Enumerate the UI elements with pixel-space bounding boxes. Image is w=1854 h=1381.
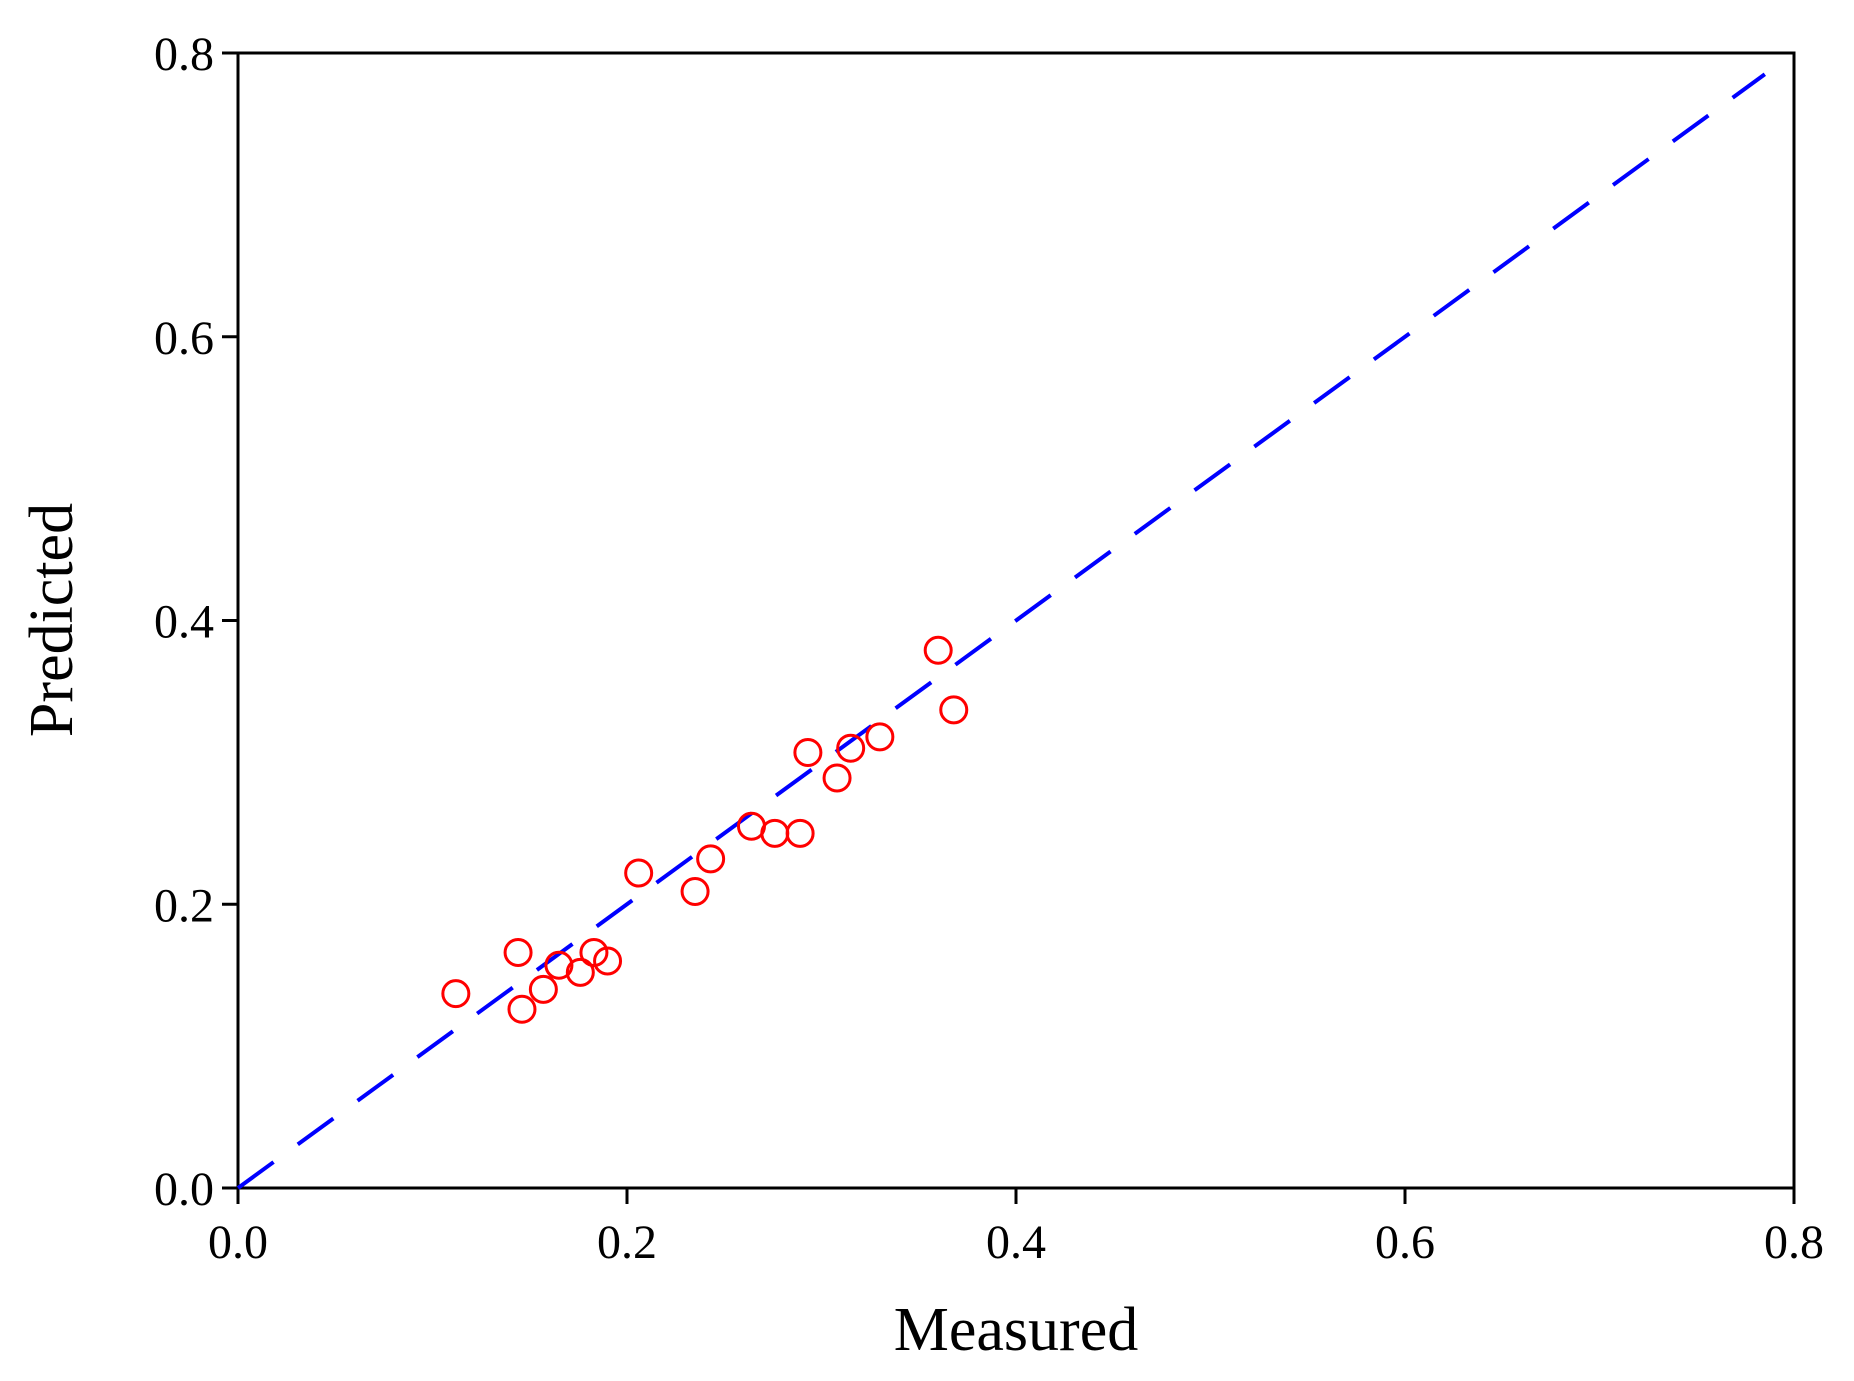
x-tick-label: 0.0 bbox=[208, 1216, 268, 1269]
x-tick-label: 0.8 bbox=[1764, 1216, 1824, 1269]
data-point bbox=[441, 979, 471, 1009]
data-point bbox=[593, 946, 623, 976]
y-axis-label: Predicted bbox=[18, 503, 86, 737]
y-tick-label: 0.6 bbox=[154, 312, 214, 365]
data-point bbox=[923, 635, 953, 665]
y-tick-label: 0.2 bbox=[154, 879, 214, 932]
data-point bbox=[503, 937, 533, 967]
data-point bbox=[528, 974, 558, 1004]
reference-line bbox=[236, 72, 1767, 1190]
data-point bbox=[680, 876, 710, 906]
data-point bbox=[544, 950, 574, 980]
x-tick-label: 0.6 bbox=[1375, 1216, 1435, 1269]
x-tick-label: 0.2 bbox=[597, 1216, 657, 1269]
data-point bbox=[822, 763, 852, 793]
data-point bbox=[865, 722, 895, 752]
y-tick-label: 0.8 bbox=[154, 28, 214, 81]
data-point bbox=[939, 695, 969, 725]
data-point bbox=[836, 733, 866, 763]
data-point bbox=[785, 818, 815, 848]
y-tick-label: 0.0 bbox=[154, 1163, 214, 1216]
y-tick-label: 0.4 bbox=[154, 596, 214, 649]
data-point bbox=[793, 737, 823, 767]
x-axis-label: Measured bbox=[894, 1296, 1138, 1364]
data-point bbox=[624, 858, 654, 888]
data-point bbox=[696, 844, 726, 874]
x-tick-label: 0.4 bbox=[986, 1216, 1046, 1269]
data-point bbox=[565, 957, 595, 987]
data-point bbox=[507, 994, 537, 1024]
data-point bbox=[760, 818, 790, 848]
